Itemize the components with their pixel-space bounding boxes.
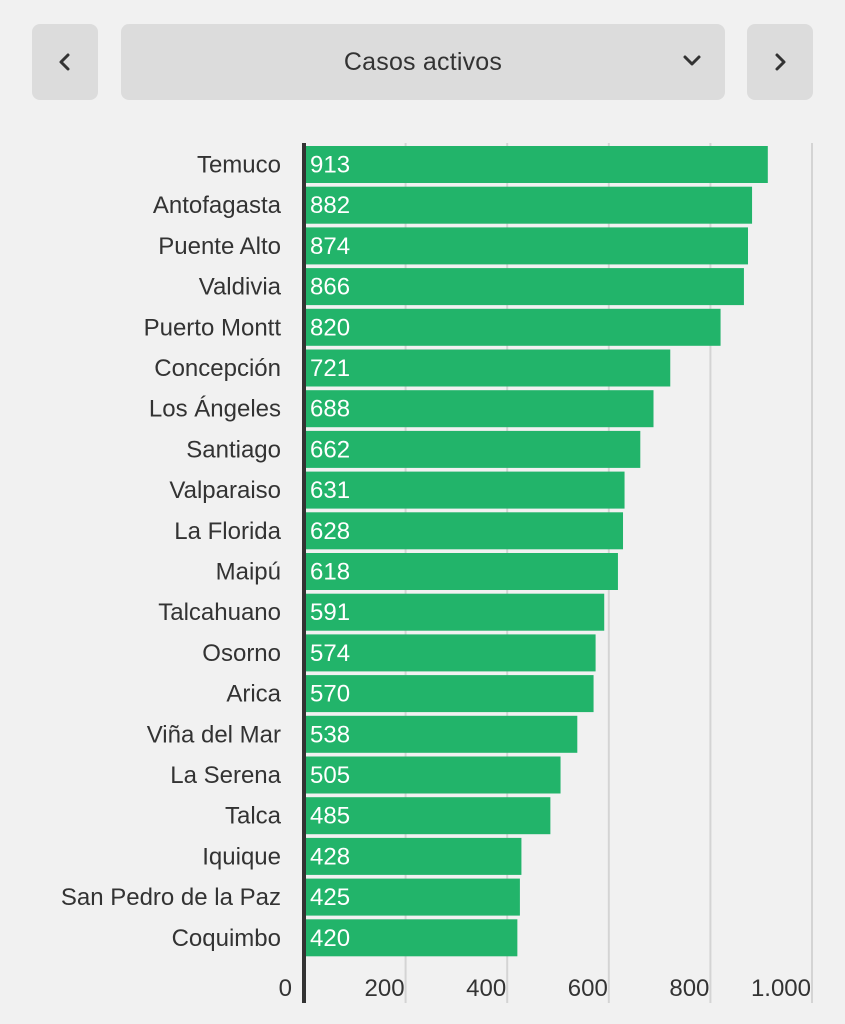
value-label: 913 bbox=[310, 152, 350, 179]
bar bbox=[304, 308, 721, 346]
category-label: Talca bbox=[225, 803, 282, 830]
chevron-right-icon bbox=[775, 53, 786, 71]
category-label: Osorno bbox=[202, 640, 281, 667]
value-label: 428 bbox=[310, 843, 350, 870]
category-label: Valdivia bbox=[199, 274, 282, 301]
bar bbox=[304, 878, 520, 916]
value-label: 628 bbox=[310, 518, 350, 545]
bar bbox=[304, 390, 654, 428]
metric-dropdown[interactable]: Casos activos bbox=[121, 24, 725, 100]
bar bbox=[304, 553, 618, 590]
x-tick-label: 0 bbox=[279, 975, 292, 1002]
next-button[interactable] bbox=[747, 24, 813, 100]
x-tick-label: 1.000 bbox=[751, 975, 811, 1002]
previous-button[interactable] bbox=[32, 24, 98, 100]
bar bbox=[304, 634, 596, 672]
category-label: Iquique bbox=[202, 843, 281, 870]
value-label: 574 bbox=[310, 640, 350, 667]
category-label: Maipú bbox=[216, 559, 281, 586]
category-label: Temuco bbox=[197, 152, 281, 179]
bar bbox=[304, 146, 768, 183]
value-label: 425 bbox=[310, 884, 350, 911]
bar bbox=[304, 756, 561, 794]
value-label: 485 bbox=[310, 803, 350, 830]
category-label: Puente Alto bbox=[158, 233, 281, 260]
category-label: La Florida bbox=[174, 518, 281, 545]
bar bbox=[304, 919, 518, 957]
category-label: Puerto Montt bbox=[144, 314, 282, 341]
value-label: 866 bbox=[310, 274, 350, 301]
category-label: Valparaiso bbox=[169, 477, 281, 504]
bar bbox=[304, 797, 551, 835]
category-label: Concepción bbox=[154, 355, 281, 382]
category-label: Antofagasta bbox=[153, 192, 282, 219]
bar bbox=[304, 715, 578, 753]
category-label: Los Ángeles bbox=[149, 396, 281, 423]
category-label: Viña del Mar bbox=[147, 721, 281, 748]
bar bbox=[304, 186, 753, 224]
chevron-left-icon bbox=[59, 53, 70, 71]
value-label: 874 bbox=[310, 233, 350, 260]
category-label: Arica bbox=[226, 681, 281, 708]
bar bbox=[304, 512, 624, 550]
dropdown-selected-label: Casos activos bbox=[343, 47, 503, 76]
category-label: Santiago bbox=[186, 436, 281, 463]
value-label: 618 bbox=[310, 559, 350, 586]
value-label: 721 bbox=[310, 355, 350, 382]
value-label: 688 bbox=[310, 396, 350, 423]
bar bbox=[304, 593, 605, 631]
value-label: 820 bbox=[310, 314, 350, 341]
value-label: 882 bbox=[310, 192, 350, 219]
bar bbox=[304, 268, 744, 306]
chevron-down-icon bbox=[683, 55, 701, 66]
category-label: Coquimbo bbox=[172, 925, 281, 952]
value-label: 570 bbox=[310, 681, 350, 708]
value-label: 505 bbox=[310, 762, 350, 789]
value-label: 591 bbox=[310, 599, 350, 626]
bar bbox=[304, 349, 671, 387]
category-label: La Serena bbox=[170, 762, 281, 789]
value-label: 631 bbox=[310, 477, 350, 504]
category-label: Talcahuano bbox=[158, 599, 281, 626]
value-label: 420 bbox=[310, 925, 350, 952]
value-label: 662 bbox=[310, 436, 350, 463]
category-label: San Pedro de la Paz bbox=[61, 884, 281, 911]
bar bbox=[304, 227, 748, 265]
value-label: 538 bbox=[310, 721, 350, 748]
bar bbox=[304, 471, 625, 509]
bar bbox=[304, 837, 522, 875]
bar bbox=[304, 430, 641, 468]
x-tick-label: 600 bbox=[568, 975, 608, 1002]
x-tick-label: 800 bbox=[669, 975, 709, 1002]
bar bbox=[304, 675, 594, 713]
x-tick-label: 200 bbox=[365, 975, 405, 1002]
x-tick-label: 400 bbox=[466, 975, 506, 1002]
